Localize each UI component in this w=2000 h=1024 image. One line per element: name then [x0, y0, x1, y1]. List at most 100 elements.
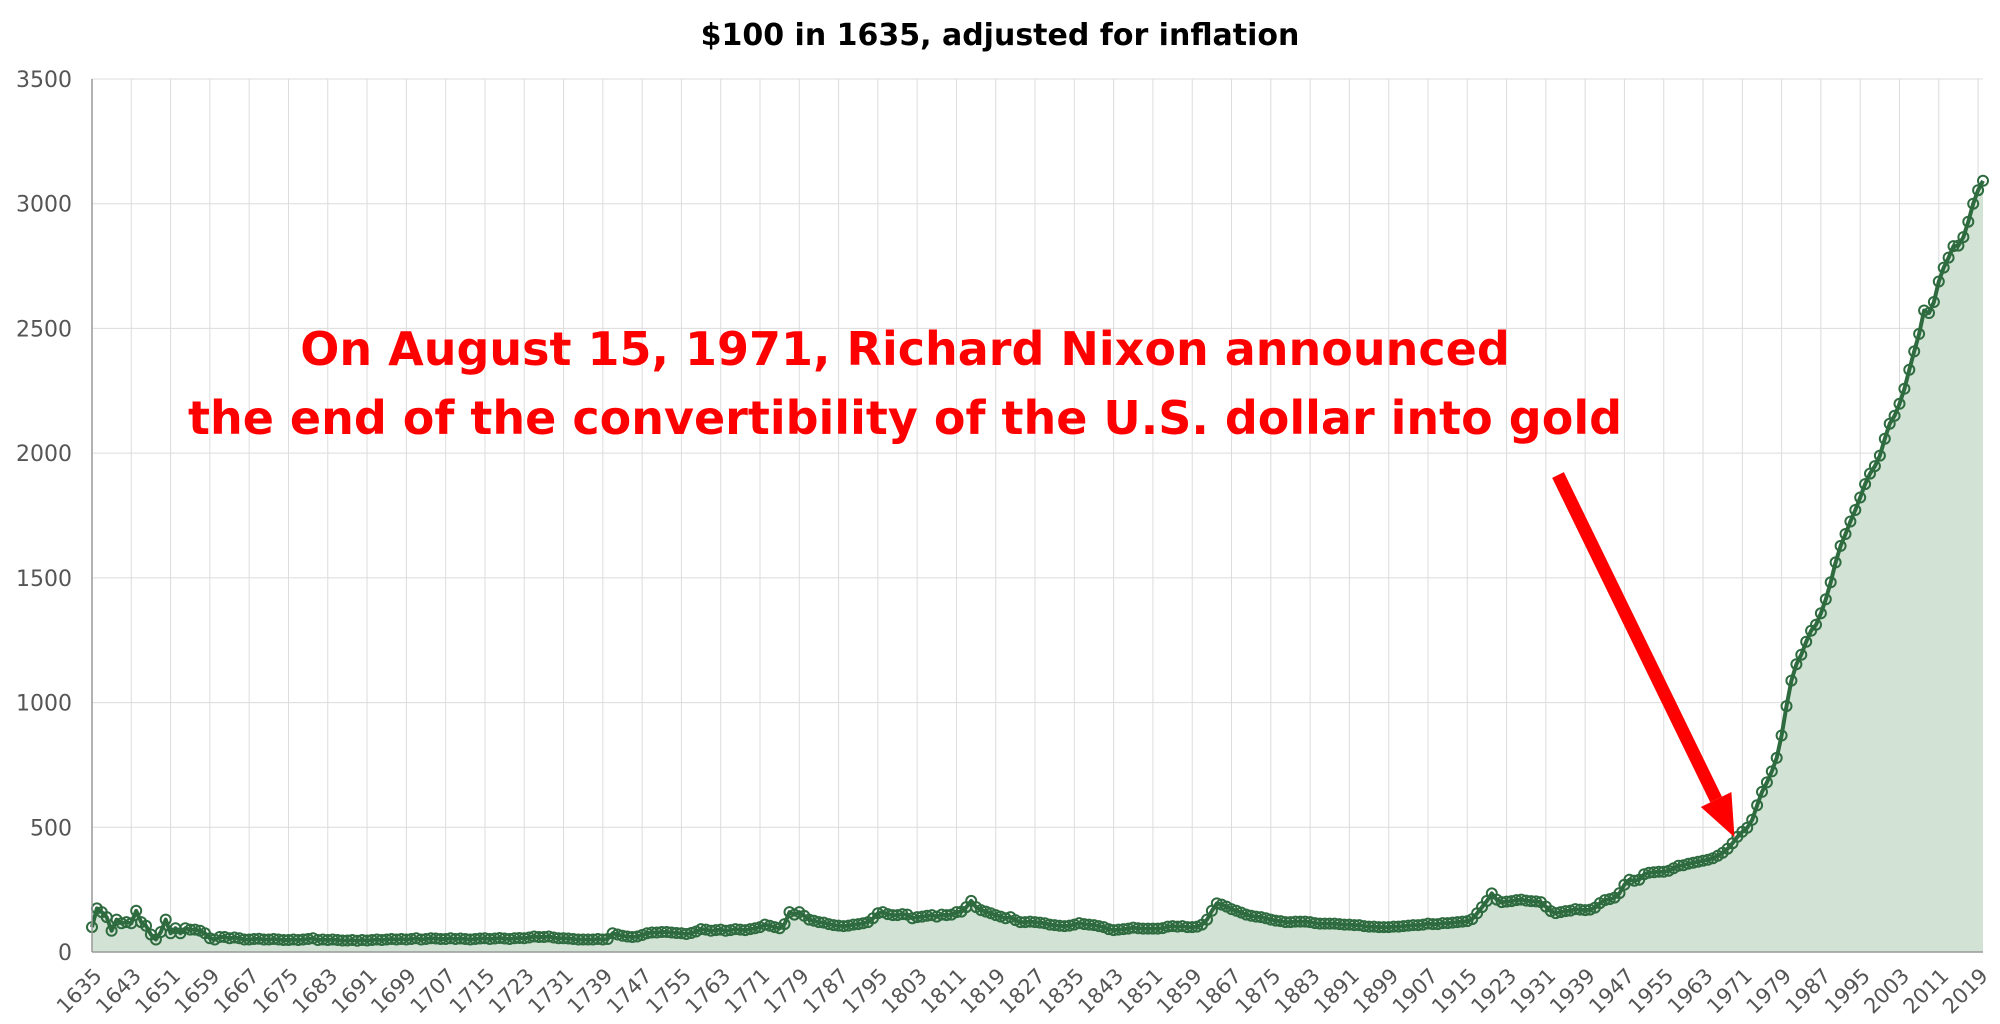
x-tick-label: 1651 [130, 964, 185, 1019]
x-tick-label: 2003 [1859, 964, 1914, 1019]
x-tick-label: 1843 [1074, 964, 1129, 1019]
y-tick-label: 1500 [16, 567, 72, 592]
data-point [1530, 895, 1542, 908]
x-tick-label: 2011 [1899, 964, 1954, 1019]
x-tick-label: 2019 [1938, 964, 1993, 1019]
data-point [1932, 275, 1945, 288]
data-point [1795, 648, 1808, 661]
data-point [1888, 409, 1901, 422]
data-point [596, 933, 609, 946]
y-tick-label: 2000 [16, 442, 72, 467]
data-point [1810, 618, 1822, 631]
data-point [896, 908, 909, 921]
x-tick-label: 1915 [1427, 964, 1482, 1019]
data-point [1751, 799, 1764, 812]
data-point [1972, 184, 1985, 197]
x-tick-label: 1667 [209, 964, 264, 1019]
data-point [1873, 449, 1886, 462]
data-point [1628, 874, 1641, 887]
data-point [1967, 197, 1980, 210]
area-fill [92, 180, 1983, 953]
series-area [92, 180, 1983, 953]
x-tick-label: 1923 [1466, 964, 1521, 1019]
x-tick-label: 1907 [1388, 964, 1443, 1019]
annotation-line-2: the end of the convertibility of the U.S… [187, 391, 1623, 445]
x-tick-label: 1731 [523, 964, 578, 1019]
x-tick-label: 1963 [1663, 964, 1718, 1019]
x-tick-label: 1675 [248, 964, 303, 1019]
data-point [1657, 865, 1670, 878]
data-point [749, 922, 762, 935]
data-point [1603, 893, 1616, 906]
data-point [1785, 674, 1798, 687]
data-point [1201, 913, 1213, 926]
data-point [1819, 593, 1832, 606]
y-tick-label: 3500 [16, 68, 72, 93]
data-point [1760, 776, 1773, 789]
data-point [1859, 478, 1872, 491]
data-point [1957, 231, 1970, 244]
x-tick-label: 1827 [995, 964, 1050, 1019]
data-point [1908, 345, 1921, 358]
axes [91, 79, 1983, 953]
data-point [1814, 607, 1827, 620]
data-point [1824, 576, 1837, 589]
data-point [1923, 307, 1935, 319]
y-tick-label: 1000 [16, 692, 72, 717]
x-tick-label: 1899 [1349, 964, 1404, 1019]
data-point [1913, 327, 1926, 340]
data-point [1962, 215, 1975, 228]
x-tick-label: 1795 [838, 964, 893, 1019]
x-tick-label: 1955 [1624, 964, 1679, 1019]
data-point [1952, 239, 1965, 252]
data-point [1947, 240, 1960, 253]
x-tick-label: 1747 [602, 964, 657, 1019]
data-point [1854, 491, 1867, 504]
data-point [189, 923, 202, 936]
x-tick-label: 1691 [327, 964, 382, 1019]
x-tick-label: 1803 [877, 964, 932, 1019]
data-point [1829, 556, 1842, 569]
data-point [778, 918, 791, 931]
data-point [1942, 251, 1955, 264]
data-point [1756, 785, 1768, 798]
grid [91, 78, 1983, 953]
x-tick-label: 1939 [1545, 964, 1600, 1019]
x-tick-label: 1851 [1113, 964, 1168, 1019]
data-point [1765, 765, 1778, 778]
x-tick-label: 1811 [916, 964, 971, 1019]
data-point [1800, 635, 1813, 648]
x-tick-label: 1979 [1742, 964, 1797, 1019]
y-tick-label: 3000 [16, 193, 72, 218]
x-tick-label: 1835 [1034, 964, 1089, 1019]
x-tick-label: 1971 [1702, 964, 1757, 1019]
x-tick-label: 1819 [956, 964, 1011, 1019]
data-point [1903, 363, 1916, 376]
data-point [1790, 658, 1803, 671]
x-tick-label: 1659 [170, 964, 225, 1019]
x-tick-label: 1867 [1191, 964, 1246, 1019]
x-tick-label: 1707 [406, 964, 461, 1019]
x-tick-label: 1755 [641, 964, 696, 1019]
x-tick-label: 1779 [759, 964, 814, 1019]
x-tick-label: 1875 [1231, 964, 1286, 1019]
data-point [1868, 460, 1881, 473]
data-point [1893, 397, 1906, 410]
data-point [1834, 539, 1847, 552]
data-point [1746, 813, 1759, 826]
data-point [1701, 853, 1714, 866]
x-tick-label: 1723 [484, 964, 539, 1019]
data-point [1775, 729, 1788, 742]
data-point [120, 916, 133, 929]
x-tick-label: 1635 [52, 964, 107, 1019]
data-point [1770, 751, 1783, 764]
y-tick-label: 500 [30, 816, 72, 841]
x-tick-label: 1771 [720, 964, 775, 1019]
chart-title: $100 in 1635, adjusted for inflation [700, 18, 1300, 53]
data-point [950, 906, 963, 919]
y-tick-label: 0 [58, 941, 72, 966]
x-tick-label: 1859 [1152, 964, 1207, 1019]
data-point [140, 919, 152, 932]
x-tick-label: 1787 [798, 964, 853, 1019]
